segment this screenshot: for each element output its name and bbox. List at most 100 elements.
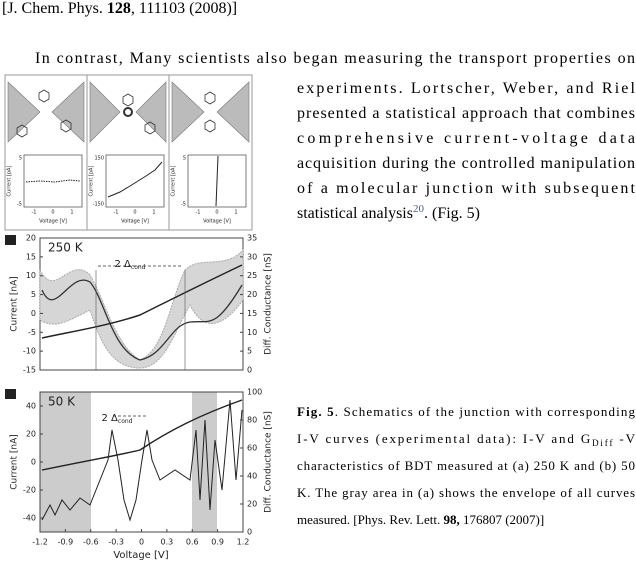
current-curve xyxy=(41,264,243,339)
y-tick-label: -20 xyxy=(23,486,36,495)
y2-axis-label: Diff. Conductance [nS] xyxy=(264,411,274,513)
x-tick-label: -1 xyxy=(196,210,201,216)
y-axis-label: Current [pA] xyxy=(171,166,177,197)
caption-line: I-V curves (experimental data): I-V and … xyxy=(297,431,636,448)
y2-tick-label: 0 xyxy=(247,528,252,537)
text: 176807 (2007)] xyxy=(460,512,545,527)
caption-line: characteristics of BDT measured at (a) 2… xyxy=(297,458,635,473)
x-tick-label: -1 xyxy=(114,210,119,216)
reference-number: 20 xyxy=(413,203,425,215)
x-tick-label: 0 xyxy=(51,210,54,216)
y2-tick-label: 60 xyxy=(247,444,257,453)
subscript: Diff xyxy=(592,438,612,448)
y-tick-label: -5 xyxy=(17,202,22,208)
text: acquisition during the controlled manipu… xyxy=(297,155,635,172)
x-tick-label: -0.9 xyxy=(58,538,74,547)
y2-tick-label: 15 xyxy=(247,309,257,318)
gap-symbol: 2 Δ xyxy=(102,413,119,424)
y2-tick-label: 0 xyxy=(247,366,252,375)
y2-tick-label: 25 xyxy=(247,271,257,280)
gap-subscript: cond xyxy=(131,264,146,271)
y-axis-label: Current [pA] xyxy=(7,166,13,197)
volume: 98, xyxy=(443,512,459,527)
panel-label-box xyxy=(5,389,16,399)
x-tick-label: -1.2 xyxy=(32,538,48,547)
conductance-curve xyxy=(41,279,243,361)
x-axis-label: Voltage [V] xyxy=(121,219,149,225)
gap-label: 2 Δcond xyxy=(102,413,133,425)
iv-curve xyxy=(25,179,81,183)
plot-frames xyxy=(23,154,247,208)
paragraph-line: acquisition during the controlled manipu… xyxy=(297,155,635,172)
temperature-label: 250 K xyxy=(48,241,84,255)
y-tick-label: 20 xyxy=(26,234,36,243)
text: measured. [Phys. Rev. Lett. xyxy=(297,512,443,527)
gap-subscript: cond xyxy=(118,418,133,425)
text: presented a statistical approach that co… xyxy=(297,105,635,122)
y-tick-label: 5 xyxy=(183,156,186,162)
y-tick-label: 5 xyxy=(31,290,36,299)
envelope xyxy=(39,248,244,369)
x-tick-label: 0.6 xyxy=(186,538,199,547)
paragraph-line: comprehensive current-voltage data xyxy=(297,130,635,147)
y-tick-label: -10 xyxy=(23,347,36,356)
y-tick-label: -40 xyxy=(23,514,36,523)
y2-tick-label: 20 xyxy=(247,500,257,509)
panel-label: a xyxy=(8,236,13,245)
y-axis-label: Current [nA] xyxy=(10,434,20,490)
caption-line: Fig. 5. Schematics of the junction with … xyxy=(297,404,636,419)
y-tick-label: -15 xyxy=(23,366,36,375)
x-tick-label: 0 xyxy=(139,538,144,547)
x-tick-label: 0.9 xyxy=(211,538,224,547)
x-tick-label: -0.6 xyxy=(83,538,99,547)
x-tick-label: -1 xyxy=(32,210,37,216)
y-axis-label: Current [pA] xyxy=(89,166,95,197)
y2-tick-label: 5 xyxy=(247,347,252,356)
y2-tick-label: 35 xyxy=(247,234,257,243)
x-tick-label: -0.3 xyxy=(108,538,124,547)
x-tick-label: 0 xyxy=(215,210,218,216)
x-tick-label: 1.2 xyxy=(237,538,250,547)
x-tick-label: 1 xyxy=(234,210,237,216)
temperature-label: 50 K xyxy=(48,395,76,409)
gap-symbol: 2 Δ xyxy=(115,259,132,270)
y-tick-label: 0 xyxy=(31,458,36,467)
paragraph-line: presented a statistical approach that co… xyxy=(297,105,635,122)
x-tick-label: 1 xyxy=(152,210,155,216)
caption-line: K. The gray area in (a) shows the envelo… xyxy=(297,485,635,500)
top-citation: [J. Chem. Phys. 128, 111103 (2008)] xyxy=(2,0,237,17)
y-tick-label: 15 xyxy=(26,252,36,261)
x-tick-label: 0 xyxy=(133,210,136,216)
y-tick-label: 150 xyxy=(94,156,104,162)
x-tick-label: 0.3 xyxy=(161,538,174,547)
y2-tick-label: 30 xyxy=(247,252,257,261)
citation-text: , 111103 (2008)] xyxy=(131,0,237,17)
gap-label: 2 Δcond xyxy=(115,259,146,271)
x-axis-label: Voltage [V] xyxy=(39,219,67,225)
text: -V xyxy=(614,431,635,446)
molecules xyxy=(16,89,216,138)
conductance-curve xyxy=(41,399,243,522)
x-tick-label: 1 xyxy=(70,210,73,216)
text: K. The gray area in (a) shows the envelo… xyxy=(297,485,635,500)
figure-number: Fig. 5 xyxy=(297,404,334,419)
y2-tick-label: 20 xyxy=(247,290,257,299)
paragraph-line: In contrast, Many scientists also began … xyxy=(35,50,635,67)
y2-tick-label: 10 xyxy=(247,328,257,337)
iv-curve xyxy=(215,155,219,207)
y2-axis-label: Diff. Conductance [nS] xyxy=(264,253,274,355)
y2-tick-label: 80 xyxy=(247,416,257,425)
y-tick-label: -150 xyxy=(93,202,104,208)
text: characteristics of BDT measured at (a) 2… xyxy=(297,458,635,473)
y2-tick-label: 100 xyxy=(247,388,262,397)
x-axis-label: Voltage [V] xyxy=(113,550,168,561)
electrodes xyxy=(7,81,250,143)
paragraph-line: statistical analysis20. (Fig. 5) xyxy=(297,203,480,222)
y2-tick-label: 40 xyxy=(247,472,257,481)
text: In contrast, Many scientists also began … xyxy=(35,50,635,67)
current-curve xyxy=(41,399,243,471)
x-axis-label: Voltage [V] xyxy=(203,219,231,225)
text: . (Fig. 5) xyxy=(424,205,480,222)
text: comprehensive current-voltage data xyxy=(297,130,635,147)
